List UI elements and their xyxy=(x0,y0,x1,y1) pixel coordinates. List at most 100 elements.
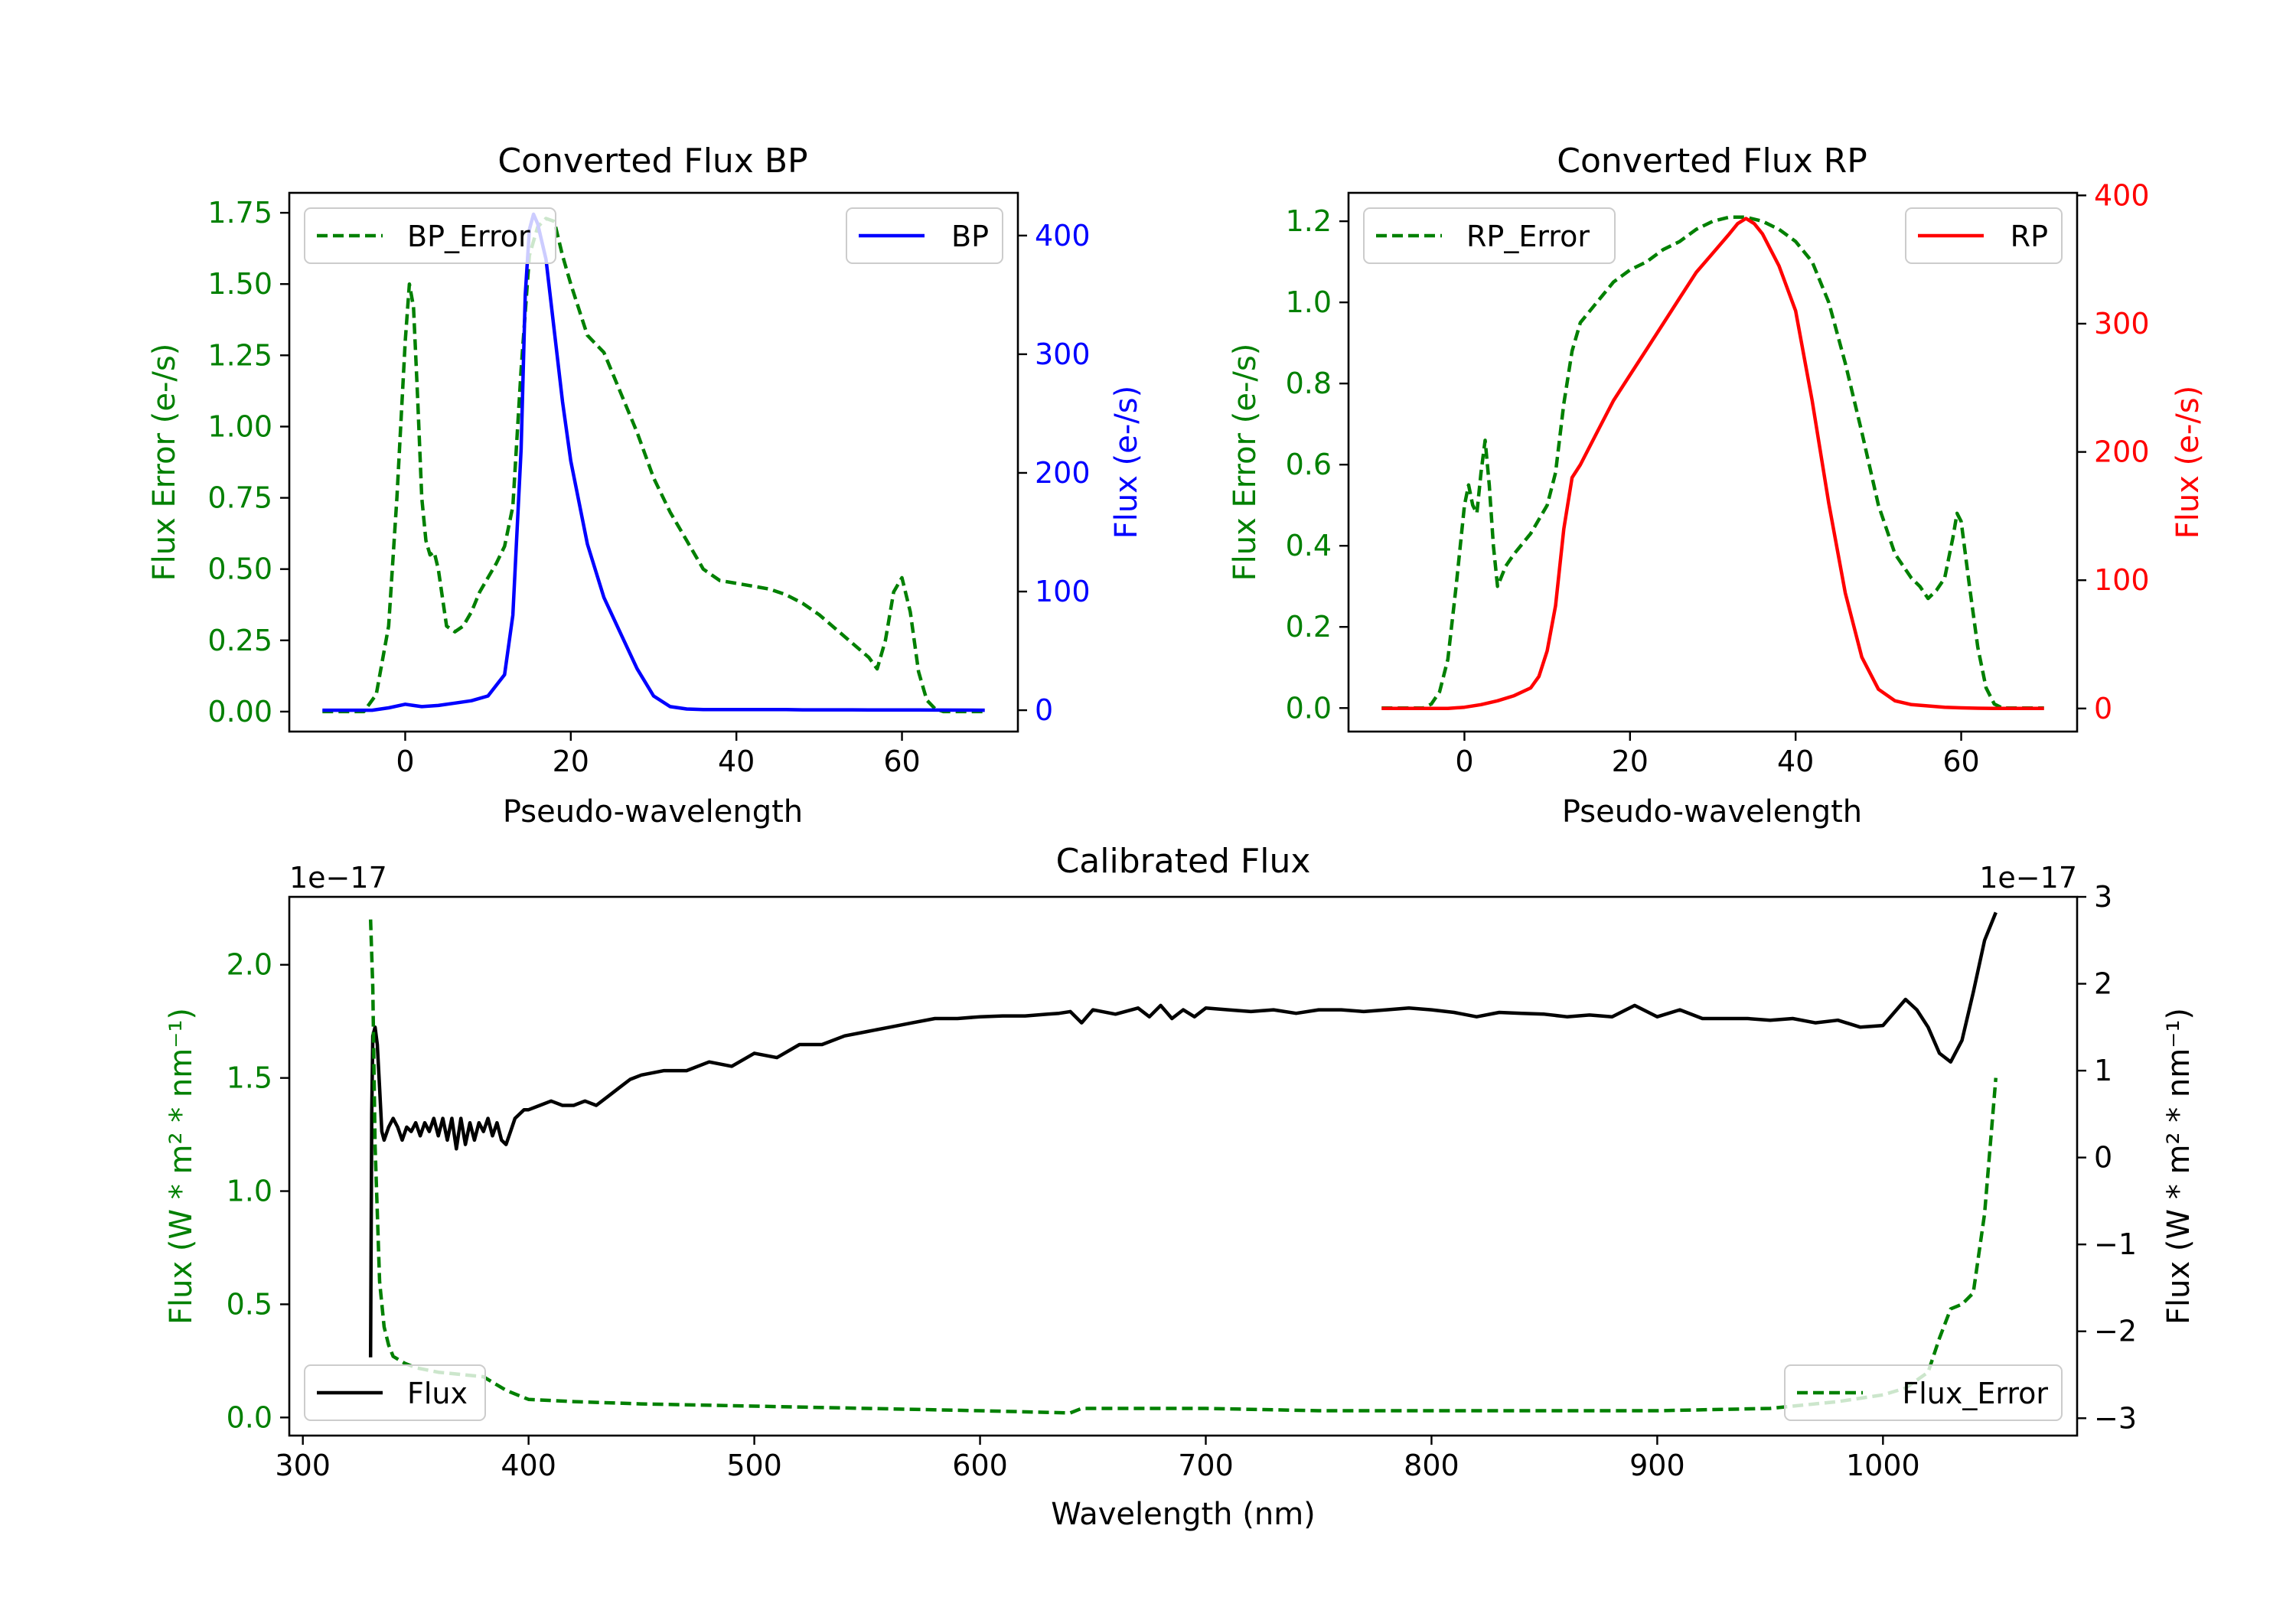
calibrated-chart-title: Calibrated Flux xyxy=(1056,842,1311,881)
bp-right-ticks: 0 100 200 300 400 xyxy=(1018,219,1091,727)
bp-plot-frame xyxy=(288,191,1019,733)
bp-left-axis-label: Flux Error (e-/s) xyxy=(147,344,182,582)
cal-x-tick-label: 500 xyxy=(726,1449,782,1482)
cal-x-tick-label: 300 xyxy=(275,1449,331,1482)
rp-x-tick-label: 40 xyxy=(1777,745,1814,778)
cal-x-tick-label: 700 xyxy=(1178,1449,1234,1482)
bp-left-tick-label: 1.75 xyxy=(207,196,272,230)
bp-left-tick-label: 0.25 xyxy=(207,624,272,657)
rp-series-layer xyxy=(1381,215,2044,711)
rp-right-tick-label: 0 xyxy=(2094,692,2112,725)
calibrated-right-axis-label: Flux (W * m² * nm⁻¹) xyxy=(2161,1008,2197,1325)
rp-legend-left[interactable]: RP_Error xyxy=(1363,207,1616,264)
rp-left-tick-label: 0.4 xyxy=(1286,529,1332,562)
bp-right-tick-label: 400 xyxy=(1035,219,1091,253)
calibrated-legend-right[interactable]: Flux_Error xyxy=(1784,1364,2063,1421)
rp-x-axis-label: Pseudo-wavelength xyxy=(1562,794,1862,830)
calibrated-x-ticks: 300 400 500 600 700 800 900 1000 xyxy=(275,1436,1920,1482)
rp-legend-flux-label: RP xyxy=(2011,220,2048,253)
bp-left-tick-label: 0.00 xyxy=(207,695,272,729)
calibrated-right-ticks: −3 −2 −1 0 1 2 3 xyxy=(2077,880,2137,1435)
rp-legend-error-label: RP_Error xyxy=(1466,220,1590,253)
rp-x-tick-label: 0 xyxy=(1455,745,1473,778)
cal-left-tick-label: 0.5 xyxy=(227,1287,272,1321)
bp-right-tick-label: 200 xyxy=(1035,456,1091,490)
bp-x-axis-label: Pseudo-wavelength xyxy=(503,794,803,830)
cal-left-tick-label: 2.0 xyxy=(227,948,272,982)
bp-left-tick-label: 1.50 xyxy=(207,267,272,301)
bp-x-tick-label: 20 xyxy=(553,745,589,778)
bp-series-bp xyxy=(322,212,985,712)
rp-right-tick-label: 200 xyxy=(2094,435,2150,469)
calibrated-panel: Calibrated Flux 300 400 500 600 700 800 900 100… xyxy=(164,842,2197,1532)
bp-right-tick-label: 300 xyxy=(1035,337,1091,371)
calibrated-left-axis-label: Flux (W * m² * nm⁻¹) xyxy=(164,1008,199,1325)
rp-right-ticks: 0 100 200 300 400 xyxy=(2077,178,2150,725)
cal-right-tick-label: 3 xyxy=(2094,880,2112,914)
cal-right-tick-label: −1 xyxy=(2094,1227,2137,1261)
cal-right-tick-label: 2 xyxy=(2094,967,2112,1001)
bp-left-tick-label: 0.75 xyxy=(207,481,272,515)
rp-left-tick-label: 0.6 xyxy=(1286,448,1332,481)
rp-right-axis-label: Flux (e-/s) xyxy=(2170,386,2206,539)
calibrated-x-axis-label: Wavelength (nm) xyxy=(1051,1497,1316,1532)
bp-x-ticks: 0 20 40 60 xyxy=(396,732,921,778)
bp-right-tick-label: 100 xyxy=(1035,575,1091,608)
cal-x-tick-label: 400 xyxy=(501,1449,556,1482)
calibrated-right-offset-text: 1e−17 xyxy=(1979,861,2077,895)
cal-x-tick-label: 600 xyxy=(952,1449,1008,1482)
rp-plot-frame xyxy=(1347,191,2079,733)
cal-right-tick-label: 0 xyxy=(2094,1141,2112,1175)
bp-legend-left[interactable]: BP_Error xyxy=(304,207,556,264)
rp-left-axis-label: Flux Error (e-/s) xyxy=(1228,344,1263,582)
rp-x-ticks: 0 20 40 60 xyxy=(1455,732,1980,778)
cal-left-tick-label: 1.5 xyxy=(227,1061,272,1095)
rp-legend-right[interactable]: RP xyxy=(1905,207,2063,264)
rp-chart-title: Converted Flux RP xyxy=(1557,142,1867,181)
rp-right-tick-label: 400 xyxy=(2094,178,2150,212)
bp-right-axis-label: Flux (e-/s) xyxy=(1109,386,1144,539)
calibrated-legend-error-label: Flux_Error xyxy=(1902,1377,2048,1410)
rp-left-tick-label: 0.2 xyxy=(1286,610,1332,644)
calibrated-left-ticks: 0.0 0.5 1.0 1.5 2.0 xyxy=(227,948,289,1434)
rp-right-tick-label: 100 xyxy=(2094,563,2150,597)
bp-right-tick-label: 0 xyxy=(1035,693,1053,727)
cal-x-tick-label: 800 xyxy=(1404,1449,1459,1482)
rp-x-tick-label: 20 xyxy=(1612,745,1649,778)
bp-x-tick-label: 0 xyxy=(396,745,414,778)
rp-panel: Converted Flux RP 0 20 40 60 0.00.20.40.60.… xyxy=(1228,142,2206,830)
calibrated-legend-left[interactable]: Flux xyxy=(304,1364,486,1421)
bp-x-tick-label: 40 xyxy=(718,745,755,778)
rp-series-rp-error xyxy=(1381,215,2044,710)
calibrated-left-offset-text: 1e−17 xyxy=(289,861,387,895)
cal-right-tick-label: −3 xyxy=(2094,1401,2137,1435)
rp-left-tick-label: 1.2 xyxy=(1286,204,1332,238)
bp-chart-title: Converted Flux BP xyxy=(497,142,807,181)
rp-series-rp xyxy=(1381,217,2044,711)
bp-panel: Converted Flux BP 0 20 40 60 0.000.250.500.… xyxy=(147,142,1144,830)
bp-left-tick-label: 1.25 xyxy=(207,338,272,372)
calibrated-legend-flux-label: Flux xyxy=(407,1377,468,1410)
rp-right-tick-label: 300 xyxy=(2094,307,2150,341)
cal-x-tick-label: 1000 xyxy=(1846,1449,1920,1482)
bp-left-tick-label: 0.50 xyxy=(207,553,272,586)
bp-legend-error-label: BP_Error xyxy=(407,220,530,253)
cal-right-tick-label: 1 xyxy=(2094,1054,2112,1087)
bp-left-ticks: 0.00 0.25 0.50 0.75 1.00 1.25 1.50 1.75 xyxy=(207,196,289,729)
bp-x-tick-label: 60 xyxy=(883,745,920,778)
rp-left-ticks: 0.0 0.2 0.4 0.6 0.8 1.0 1.2 xyxy=(1286,204,1349,725)
calibrated-series-layer xyxy=(368,911,1998,1415)
calibrated-plot-frame xyxy=(288,895,2079,1437)
rp-x-tick-label: 60 xyxy=(1942,745,1979,778)
cal-left-tick-label: 0.0 xyxy=(227,1400,272,1434)
cal-left-tick-label: 1.0 xyxy=(227,1175,272,1208)
cal-right-tick-label: −2 xyxy=(2094,1315,2137,1348)
rp-left-tick-label: 0.8 xyxy=(1286,367,1332,400)
bp-legend-right[interactable]: BP xyxy=(846,207,1003,264)
cal-x-tick-label: 900 xyxy=(1629,1449,1685,1482)
bp-series-layer xyxy=(322,212,985,714)
bp-series-bp-error xyxy=(322,217,985,714)
bp-left-tick-label: 1.00 xyxy=(207,409,272,443)
bp-legend-flux-label: BP xyxy=(951,220,989,253)
